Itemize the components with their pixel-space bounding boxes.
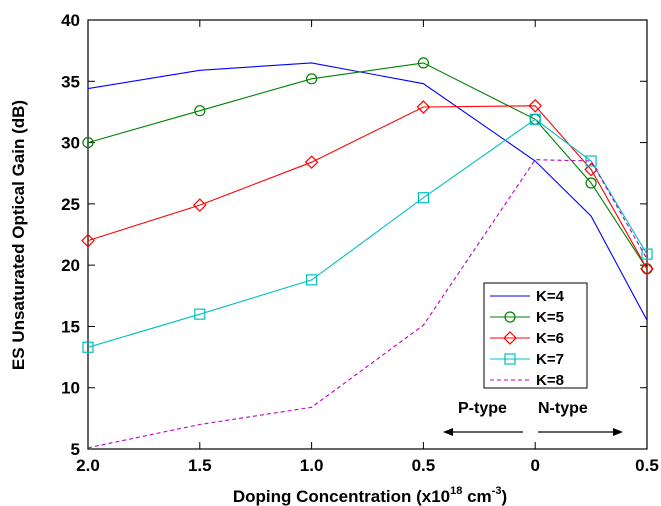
legend-label-k-6: K=6: [536, 330, 564, 347]
legend-box: [483, 282, 588, 389]
series-k-4: [87, 62, 648, 321]
data-point-k-5: [641, 263, 653, 275]
x-axis-title-main: Doping Concentration (x10: [233, 487, 450, 506]
data-point-k-6: [416, 100, 431, 114]
x-tick-label: 0: [530, 456, 539, 475]
data-point-k-7: [417, 192, 429, 204]
series-k-8: [87, 159, 648, 449]
series-k-7: [82, 113, 653, 353]
series-line-k-8: [87, 159, 648, 449]
data-point-k-5: [417, 57, 429, 69]
p-type-arrowhead: [443, 428, 453, 436]
y-tick-label: 10: [61, 379, 80, 398]
series-line-k-6: [87, 105, 648, 270]
y-axis-title: ES Unsaturated Optical Gain (dB): [9, 100, 28, 370]
x-tick-label: 0.5: [412, 456, 436, 475]
x-axis-title-sup: 18: [450, 485, 462, 497]
ticks: 5 10 15 20 25 30 35 40 2.0 1.5 1.0 0.5 0 0.5: [61, 11, 659, 475]
y-tick-label: 15: [61, 317, 80, 336]
x-axis-title-end: ): [501, 487, 507, 506]
x-tick-label: 1.5: [188, 456, 212, 475]
series-line-k-5: [87, 62, 648, 270]
x-axis-title: Doping Concentration (x1018 cm-3): [233, 485, 507, 506]
legend-marker-k-5: [504, 311, 516, 323]
data-point-k-6: [528, 98, 543, 113]
data-point-k-5: [585, 177, 597, 189]
p-type-label: P-type: [458, 400, 507, 417]
legend-marker-k-6: [503, 331, 517, 345]
n-type-arrowhead: [613, 428, 623, 436]
y-tick-label: 5: [71, 440, 80, 459]
y-tick-label: 35: [61, 72, 80, 91]
series-k-6: [81, 98, 654, 276]
y-tick-label: 40: [61, 11, 80, 30]
legend-label-k-4: K=4: [536, 288, 565, 305]
data-point-k-7: [194, 308, 206, 320]
legend-items: K=4 K=5 K=6 K=7 K=8: [490, 288, 565, 389]
x-tick-label: 0.5: [635, 456, 659, 475]
data-point-k-5: [82, 136, 94, 149]
n-type-label: N-type: [538, 400, 588, 417]
data-point-k-6: [81, 233, 95, 248]
legend-label-k-8: K=8: [536, 372, 564, 389]
data-point-k-6: [192, 198, 207, 212]
data-point-k-7: [529, 113, 541, 125]
doping-type-annotation: P-type N-type: [443, 400, 623, 436]
y-tick-label: 20: [61, 256, 80, 275]
data-point-k-7: [82, 341, 94, 353]
x-axis-title-sup2: -3: [492, 485, 502, 497]
data-point-k-5: [194, 105, 206, 117]
series: [81, 57, 654, 449]
y-tick-label: 25: [61, 195, 80, 214]
y-tick-label: 30: [61, 134, 80, 153]
data-point-k-7: [306, 274, 318, 286]
x-tick-label: 2.0: [76, 456, 100, 475]
data-point-k-7: [641, 248, 653, 260]
legend-label-k-7: K=7: [536, 351, 564, 368]
legend-marker-k-7: [504, 353, 516, 365]
legend: K=4 K=5 K=6 K=7 K=8: [483, 282, 588, 389]
x-tick-label: 1.0: [300, 456, 324, 475]
data-point-k-6: [304, 155, 319, 170]
x-axis-title-unit: cm: [462, 487, 491, 506]
series-line-k-4: [87, 62, 648, 321]
data-point-k-5: [306, 73, 318, 85]
series-line-k-7: [87, 118, 648, 348]
data-point-k-6: [640, 261, 654, 276]
series-k-5: [82, 57, 653, 275]
legend-label-k-5: K=5: [536, 309, 564, 326]
